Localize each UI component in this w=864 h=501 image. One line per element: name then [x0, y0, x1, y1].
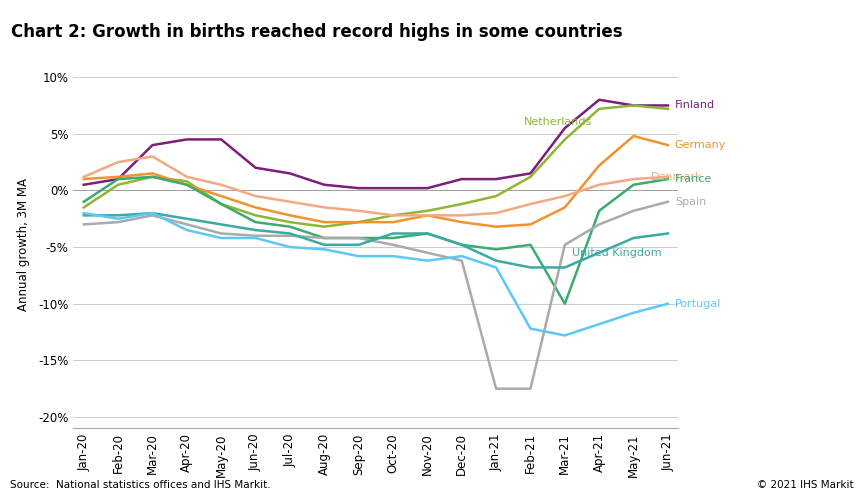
Text: Finland: Finland — [675, 100, 715, 110]
Text: Source:  National statistics offices and IHS Markit.: Source: National statistics offices and … — [10, 480, 271, 490]
Text: France: France — [675, 174, 712, 184]
Text: Denmark: Denmark — [651, 172, 702, 182]
Text: Netherlands: Netherlands — [524, 117, 592, 127]
Text: © 2021 IHS Markit: © 2021 IHS Markit — [757, 480, 854, 490]
Text: United Kingdom: United Kingdom — [572, 247, 661, 258]
Text: Spain: Spain — [675, 197, 706, 207]
Y-axis label: Annual growth, 3M MA: Annual growth, 3M MA — [17, 178, 30, 311]
Text: Germany: Germany — [675, 140, 726, 150]
Text: Portugal: Portugal — [675, 299, 721, 309]
Text: Chart 2: Growth in births reached record highs in some countries: Chart 2: Growth in births reached record… — [11, 23, 623, 41]
